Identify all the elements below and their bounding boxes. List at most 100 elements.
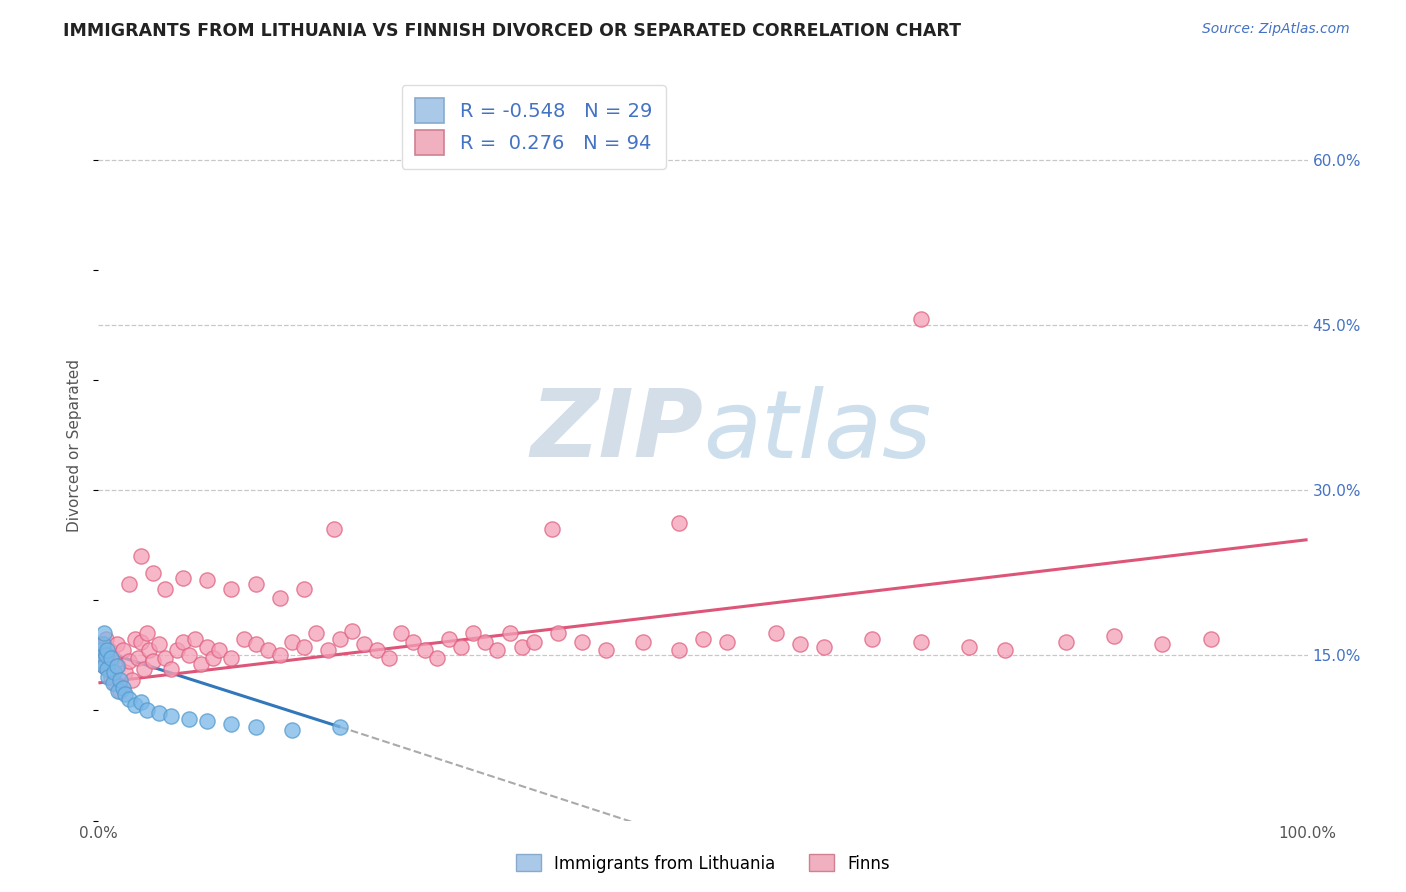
- Point: [101, 676, 124, 690]
- Point: [190, 657, 212, 672]
- Point: [124, 632, 146, 646]
- Point: [402, 635, 425, 649]
- Point: [118, 576, 141, 591]
- Point: [437, 632, 460, 646]
- Point: [957, 640, 980, 654]
- Point: [108, 683, 131, 698]
- Point: [329, 720, 352, 734]
- Point: [148, 706, 170, 720]
- Point: [329, 632, 352, 646]
- Y-axis label: Divorced or Separated: Divorced or Separated: [67, 359, 83, 533]
- Point: [474, 635, 496, 649]
- Point: [118, 654, 141, 668]
- Point: [202, 650, 225, 665]
- Point: [160, 662, 183, 676]
- Point: [160, 709, 183, 723]
- Point: [1102, 628, 1125, 642]
- Point: [463, 626, 485, 640]
- Point: [184, 632, 207, 646]
- Point: [111, 643, 134, 657]
- Point: [96, 662, 118, 676]
- Point: [179, 712, 201, 726]
- Point: [389, 626, 412, 640]
- Point: [91, 650, 114, 665]
- Point: [114, 665, 136, 679]
- Point: [103, 665, 125, 679]
- Point: [94, 648, 117, 663]
- Point: [281, 723, 304, 738]
- Point: [631, 635, 654, 649]
- Point: [100, 650, 122, 665]
- Point: [1152, 637, 1174, 651]
- Point: [96, 643, 118, 657]
- Point: [426, 650, 449, 665]
- Point: [107, 659, 129, 673]
- Point: [91, 637, 114, 651]
- Point: [93, 659, 115, 673]
- Point: [142, 654, 165, 668]
- Point: [98, 643, 121, 657]
- Point: [765, 626, 787, 640]
- Point: [114, 687, 136, 701]
- Point: [127, 650, 149, 665]
- Point: [269, 591, 291, 605]
- Point: [124, 698, 146, 712]
- Point: [323, 522, 346, 536]
- Point: [232, 632, 254, 646]
- Point: [523, 635, 546, 649]
- Point: [540, 522, 562, 536]
- Point: [256, 643, 278, 657]
- Point: [108, 673, 131, 687]
- Point: [668, 516, 690, 530]
- Text: ZIP: ZIP: [530, 385, 703, 477]
- Point: [910, 635, 932, 649]
- Point: [366, 643, 388, 657]
- Point: [316, 643, 339, 657]
- Point: [789, 637, 811, 651]
- Point: [450, 640, 472, 654]
- Point: [510, 640, 533, 654]
- Point: [716, 635, 738, 649]
- Point: [486, 643, 509, 657]
- Point: [245, 720, 267, 734]
- Text: atlas: atlas: [703, 385, 931, 476]
- Point: [121, 673, 143, 687]
- Text: Source: ZipAtlas.com: Source: ZipAtlas.com: [1202, 22, 1350, 37]
- Point: [195, 640, 218, 654]
- Point: [342, 624, 364, 639]
- Point: [90, 643, 112, 657]
- Point: [93, 659, 115, 673]
- Point: [292, 640, 315, 654]
- Point: [668, 643, 690, 657]
- Point: [195, 574, 218, 588]
- Point: [547, 626, 569, 640]
- Point: [111, 681, 134, 696]
- Point: [353, 637, 375, 651]
- Point: [101, 650, 124, 665]
- Point: [221, 582, 243, 597]
- Point: [142, 566, 165, 580]
- Point: [377, 650, 399, 665]
- Point: [104, 676, 127, 690]
- Point: [91, 654, 114, 668]
- Point: [93, 626, 115, 640]
- Point: [179, 648, 201, 663]
- Point: [245, 637, 267, 651]
- Point: [172, 571, 194, 585]
- Point: [97, 662, 120, 676]
- Point: [910, 312, 932, 326]
- Legend: Immigrants from Lithuania, Finns: Immigrants from Lithuania, Finns: [509, 847, 897, 880]
- Point: [129, 635, 152, 649]
- Point: [245, 576, 267, 591]
- Point: [91, 637, 114, 651]
- Point: [94, 632, 117, 646]
- Point: [195, 714, 218, 729]
- Point: [105, 659, 128, 673]
- Point: [153, 582, 176, 597]
- Point: [172, 635, 194, 649]
- Point: [107, 683, 129, 698]
- Point: [96, 648, 118, 663]
- Point: [148, 637, 170, 651]
- Point: [153, 650, 176, 665]
- Point: [860, 632, 883, 646]
